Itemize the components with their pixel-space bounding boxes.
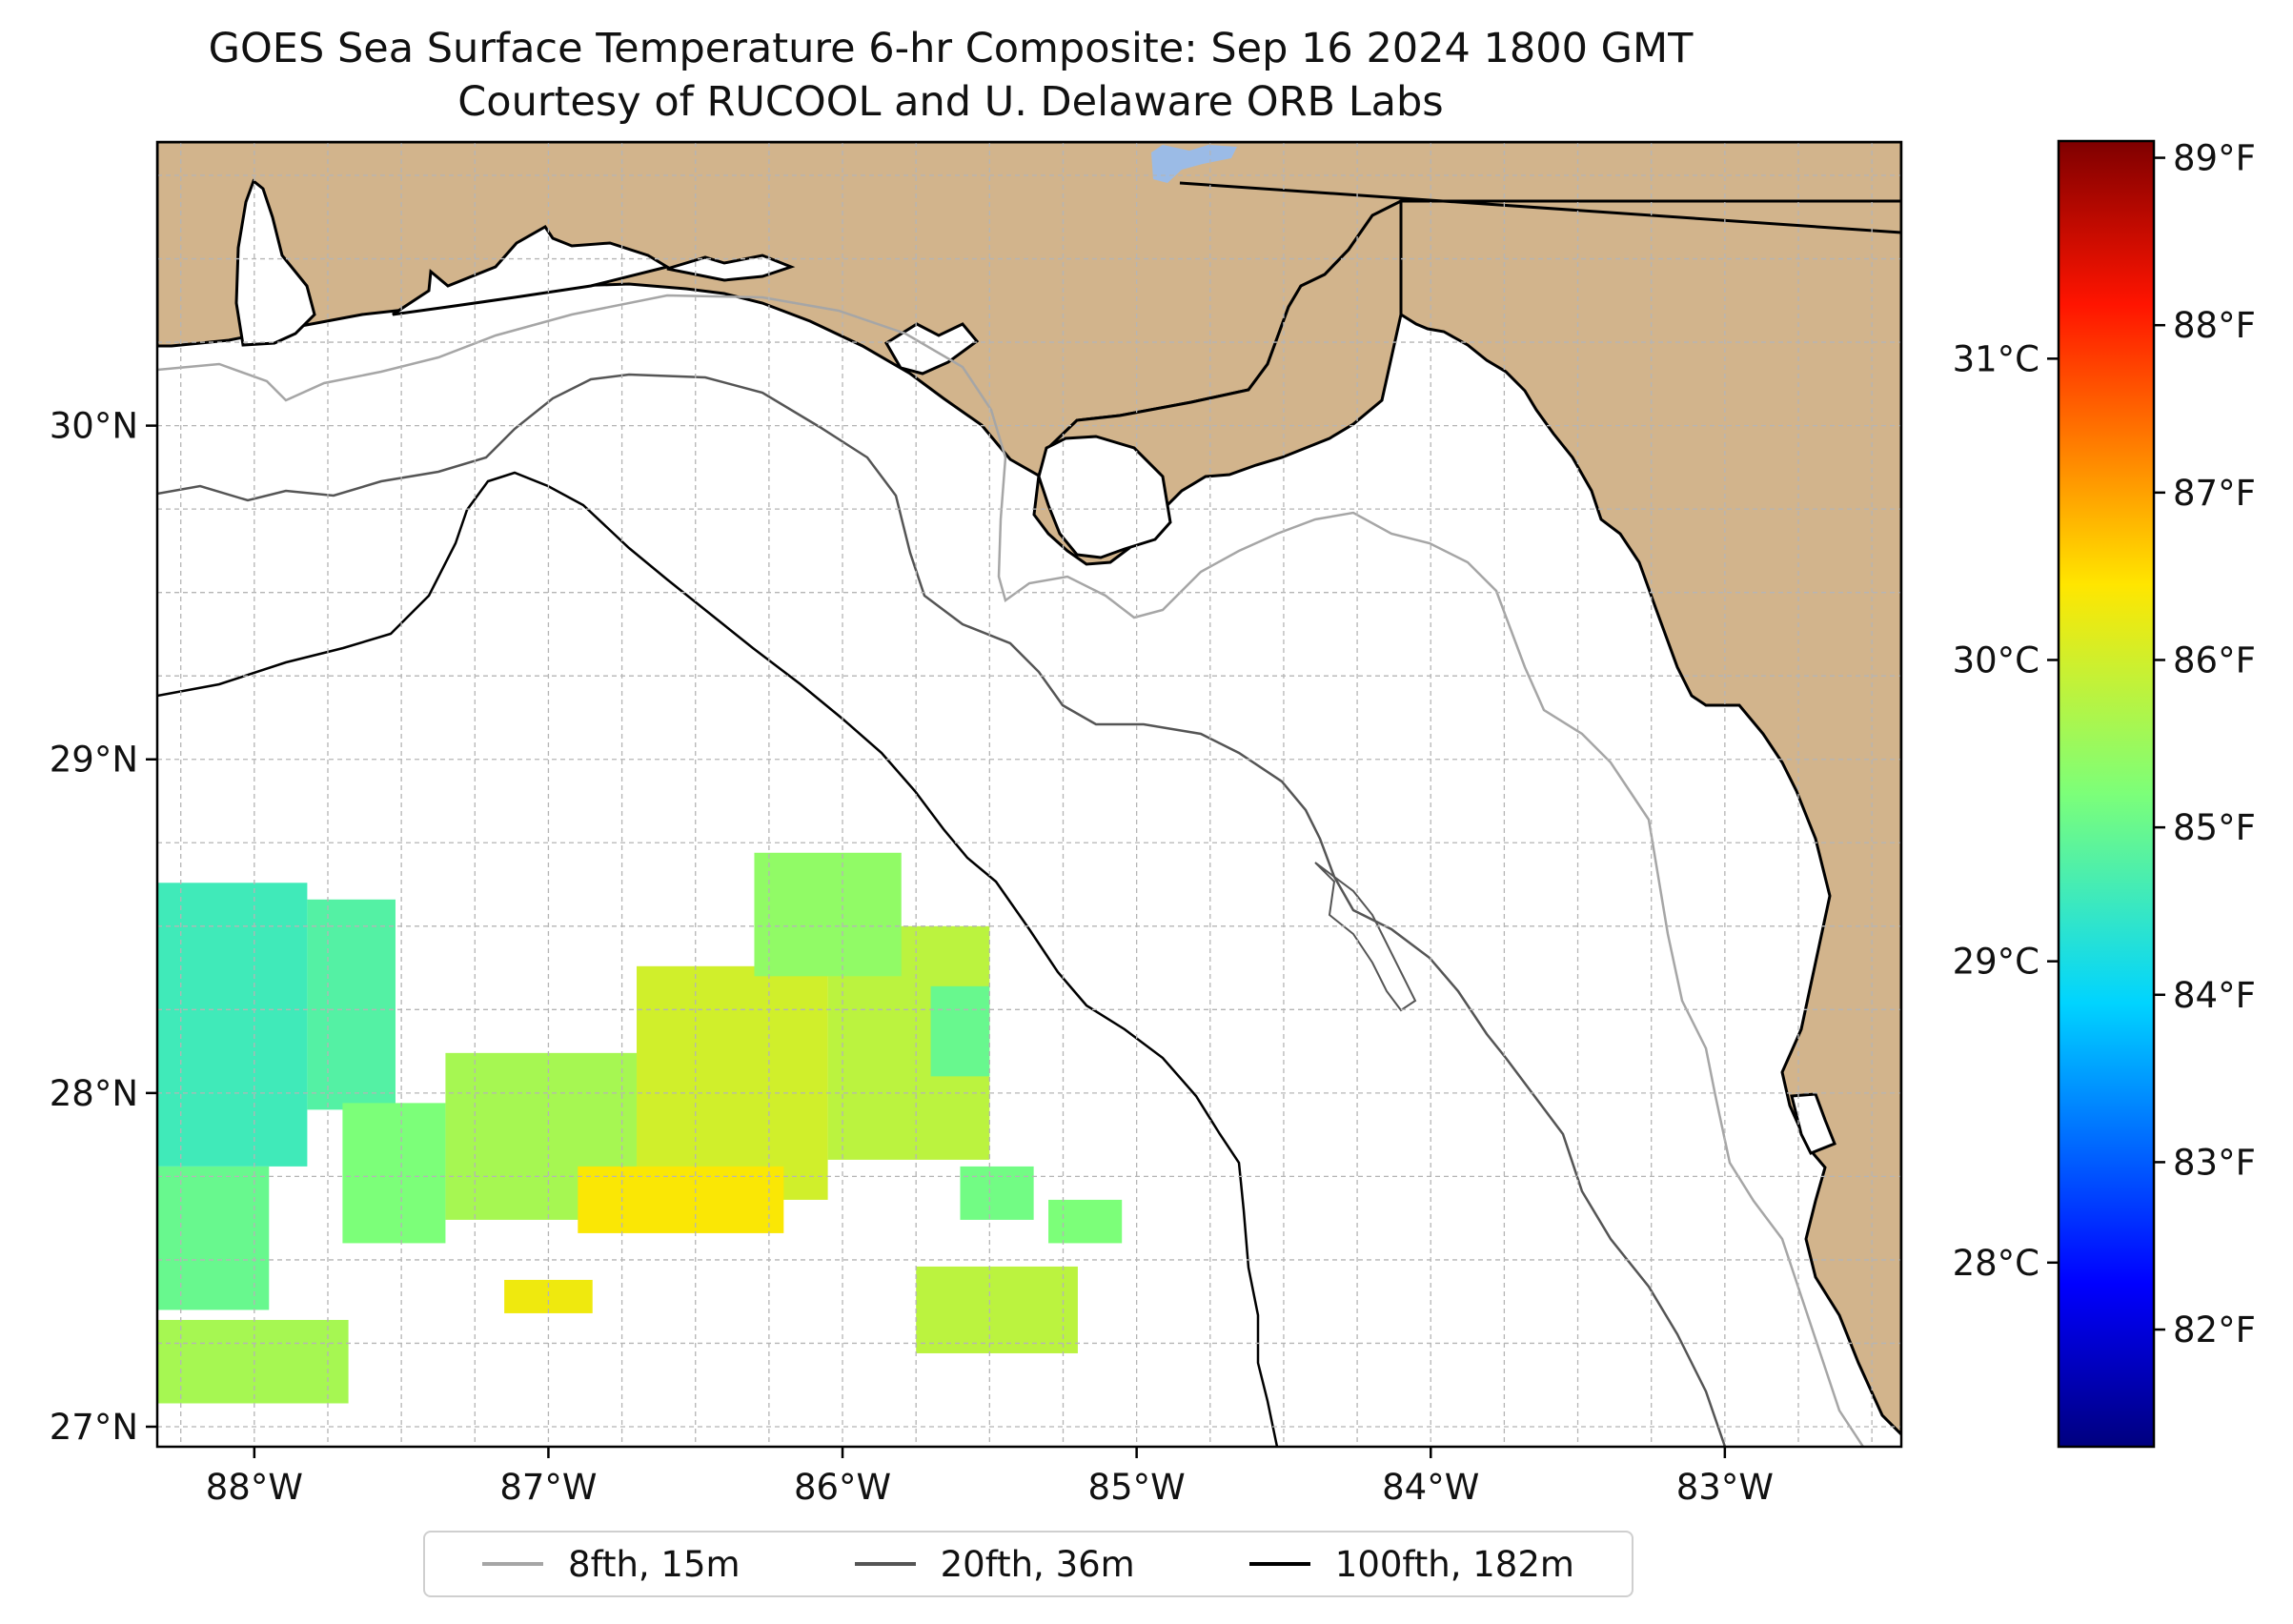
legend-item-20fth: 20fth, 36m [854, 1543, 1135, 1585]
isobath-36m [157, 373, 1727, 1447]
sst-patch [960, 1166, 1034, 1220]
colorbar-tick-label-c: 29°C [1953, 942, 2039, 983]
colorbar-tick-label-c: 30°C [1953, 639, 2039, 680]
bay-mobile [234, 178, 316, 347]
sst-patch [157, 1319, 349, 1404]
legend-swatch-8fth [482, 1562, 544, 1566]
colorbar-tick-label-f: 89°F [2173, 138, 2256, 179]
lon-tick-label: 86°W [794, 1467, 891, 1508]
bay-tampa [1790, 1092, 1836, 1155]
legend-swatch-100fth [1248, 1562, 1310, 1566]
colorbar-tick-label-f: 86°F [2173, 639, 2256, 680]
chart-subtitle: Courtesy of RUCOOL and U. Delaware ORB L… [457, 78, 1444, 126]
axis-ticks: 88°W 87°W 86°W 85°W 84°W 83°W 27°N 28°N 29°N 30°N [50, 406, 1774, 1508]
sst-patch [157, 883, 308, 1167]
sst-patch [578, 1166, 784, 1233]
lon-tick-label: 84°W [1382, 1467, 1479, 1508]
map-frame [155, 140, 1903, 1449]
sst-patch [157, 1166, 270, 1310]
lon-tick-label: 88°W [206, 1467, 303, 1508]
lon-tick-label: 87°W [499, 1467, 597, 1508]
isobath-182m [157, 471, 1279, 1447]
chart-title: GOES Sea Surface Temperature 6-hr Compos… [208, 25, 1694, 72]
isobath-15m [157, 294, 1865, 1447]
lat-tick-label: 29°N [50, 740, 138, 781]
legend-label: 20fth, 36m [940, 1543, 1135, 1585]
sst-data-layer [157, 852, 1123, 1404]
colorbar-tick-label-f: 82°F [2173, 1309, 2256, 1350]
colorbar-tick-label-f: 87°F [2173, 473, 2256, 514]
sst-patch [916, 1266, 1078, 1353]
legend-label: 100fth, 182m [1334, 1543, 1574, 1585]
gridlines [157, 142, 1901, 1447]
land-mass-florida-peninsula [1399, 199, 1901, 1437]
bay-pensacola [392, 225, 671, 316]
colorbar-tick-label-f: 88°F [2173, 305, 2256, 346]
legend-item-100fth: 100fth, 182m [1248, 1543, 1574, 1585]
legend-swatch-20fth [854, 1562, 916, 1566]
lat-tick-label: 28°N [50, 1073, 138, 1114]
legend-label: 8fth, 15m [568, 1543, 741, 1585]
sst-patch [754, 852, 902, 977]
lon-tick-label: 85°W [1088, 1467, 1186, 1508]
sst-patch [930, 985, 990, 1077]
sst-patch [342, 1103, 446, 1244]
colorbar-tick-label-f: 84°F [2173, 975, 2256, 1016]
lat-tick-label: 27°N [50, 1407, 138, 1448]
colorbar-tick-label-f: 85°F [2173, 807, 2256, 848]
lake [1151, 145, 1237, 183]
colorbar-ticks: 82°F 83°F 84°F 85°F 86°F 87°F 88°F 89°F 28°C 29°C… [1953, 138, 2256, 1350]
colorbar-tick-label-c: 31°C [1953, 338, 2039, 379]
colorbar-tick-label-c: 28°C [1953, 1243, 2039, 1284]
sst-patch [307, 899, 396, 1110]
sst-patch [637, 965, 828, 1200]
colorbar [2057, 139, 2156, 1449]
lat-tick-label: 30°N [50, 406, 138, 447]
legend-item-8fth: 8fth, 15m [482, 1544, 741, 1585]
isobath-36m-islands [1314, 862, 1417, 1012]
state-border [1179, 181, 1901, 234]
lon-tick-label: 83°W [1676, 1467, 1774, 1508]
sst-patch [1048, 1199, 1123, 1244]
legend: 8fth, 15m 20fth, 36m 100fth, 182m [423, 1531, 1634, 1597]
colorbar-tick-label-f: 83°F [2173, 1142, 2256, 1183]
